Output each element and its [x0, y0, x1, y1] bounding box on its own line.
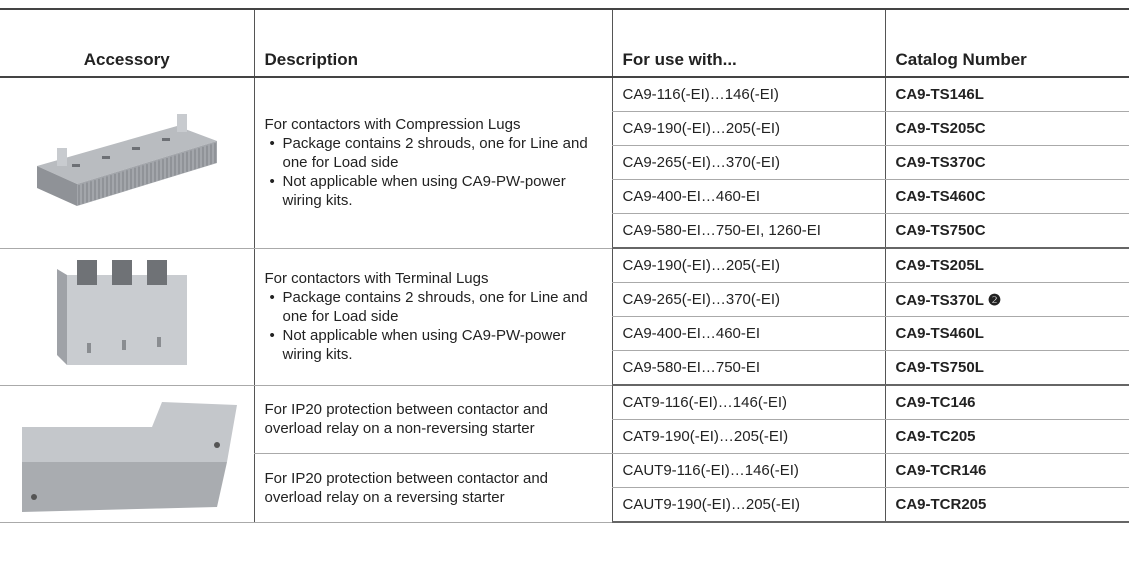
header-cell: For use with... — [611, 9, 885, 78]
catalog-number-cell: CA9-TS460L — [884, 316, 1129, 351]
bullet-item: Package contains 2 shrouds, one for Line… — [270, 134, 604, 172]
catalog-number-cell: CA9-TS370C — [884, 145, 1129, 180]
bullet-item: Package contains 2 shrouds, one for Line… — [270, 288, 604, 326]
header-cell: Catalog Number — [884, 9, 1129, 78]
image-cell — [0, 77, 254, 249]
cover-image — [21, 401, 237, 512]
header-cell: Accessory — [0, 9, 254, 78]
table-row: CAUT9-190(-EI)…205(-EI) CA9-TCR205 — [0, 487, 1129, 523]
catalog-number-cell: CA9-TS750C — [884, 213, 1129, 249]
use-with-cell: CAT9-190(-EI)…205(-EI) — [611, 419, 885, 454]
catalog-number-cell: CA9-TC146 — [884, 385, 1129, 420]
header-row: Accessory Description For use with... Ca… — [0, 9, 1129, 78]
use-with-cell: CA9-265(-EI)…370(-EI) — [611, 282, 885, 317]
table-row: For contactors with Compression LugsPack… — [0, 77, 1129, 249]
table-row: CA9-400-EI…460-EI CA9-TS460L — [0, 316, 1129, 351]
bullet-list: Package contains 2 shrouds, one for Line… — [265, 288, 604, 364]
description-text: For contactors with Terminal Lugs — [264, 270, 489, 287]
description-cell: For IP20 protection between contactor an… — [253, 453, 612, 523]
use-with-cell: CA9-400-EI…460-EI — [611, 316, 885, 351]
catalog-number-cell: CA9-TS205C — [884, 111, 1129, 146]
table-row: CA9-580-EI…750-EI, 1260-EI CA9-TS750C — [0, 213, 1129, 249]
image-cell — [0, 385, 254, 523]
table-row: CA9-265(-EI)…370(-EI) CA9-TS370C — [0, 145, 1129, 180]
description-cell: For contactors with Compression LugsPack… — [253, 77, 612, 249]
use-with-cell: CA9-116(-EI)…146(-EI) — [611, 77, 885, 112]
description-text: For IP20 protection between contactor an… — [264, 469, 549, 506]
catalog-number-cell: CA9-TCR205 — [884, 487, 1129, 523]
table-row: CA9-400-EI…460-EI CA9-TS460C — [0, 179, 1129, 214]
accessory-table: Accessory Description For use with... Ca… — [0, 8, 1129, 523]
bullet-list: Package contains 2 shrouds, one for Line… — [265, 134, 604, 210]
description-cell: For contactors with Terminal LugsPackage… — [253, 248, 612, 386]
use-with-cell: CA9-580-EI…750-EI — [611, 350, 885, 386]
description-text: For IP20 protection between contactor an… — [264, 401, 549, 438]
page: Accessory Description For use with... Ca… — [0, 8, 1129, 563]
use-with-cell: CA9-400-EI…460-EI — [611, 179, 885, 214]
use-with-cell: CA9-265(-EI)…370(-EI) — [611, 145, 885, 180]
bullet-item: Not applicable when using CA9-PW-power w… — [270, 172, 604, 210]
table-row: CA9-580-EI…750-EI CA9-TS750L — [0, 350, 1129, 386]
table-row: CAT9-190(-EI)…205(-EI) CA9-TC205 — [0, 419, 1129, 454]
header-cell: Description — [253, 9, 612, 78]
table-row: For contactors with Terminal LugsPackage… — [0, 248, 1129, 386]
catalog-number-cell: CA9-TCR146 — [884, 453, 1129, 488]
use-with-cell: CA9-190(-EI)…205(-EI) — [611, 248, 885, 283]
table-row: For IP20 protection between contactor an… — [0, 385, 1129, 523]
use-with-cell: CA9-580-EI…750-EI, 1260-EI — [611, 213, 885, 249]
description-text: For contactors with Compression Lugs — [264, 116, 521, 134]
table-row: CA9-190(-EI)…205(-EI) CA9-TS205C — [0, 111, 1129, 146]
image-cell — [0, 248, 254, 386]
table-row: For IP20 protection between contactor an… — [0, 453, 1129, 523]
catalog-number-cell: CA9-TC205 — [884, 419, 1129, 454]
use-with-cell: CAT9-116(-EI)…146(-EI) — [611, 385, 885, 420]
shroud-image — [36, 113, 217, 206]
bullet-item: Not applicable when using CA9-PW-power w… — [270, 326, 604, 364]
table-row: CA9-265(-EI)…370(-EI) CA9-TS370L ❷ — [0, 282, 1129, 317]
table-head: Accessory Description For use with... Ca… — [0, 9, 1129, 78]
catalog-number-cell: CA9-TS750L — [884, 350, 1129, 386]
catalog-number-cell: CA9-TS370L ❷ — [884, 282, 1129, 317]
use-with-cell: CA9-190(-EI)…205(-EI) — [611, 111, 885, 146]
catalog-number-cell: CA9-TS205L — [884, 248, 1129, 283]
description-cell: For IP20 protection between contactor an… — [253, 385, 612, 454]
shroud-image — [56, 259, 187, 365]
table-body: For contactors with Compression LugsPack… — [0, 77, 1129, 523]
use-with-cell: CAUT9-190(-EI)…205(-EI) — [611, 487, 885, 523]
use-with-cell: CAUT9-116(-EI)…146(-EI) — [611, 453, 885, 488]
catalog-number-cell: CA9-TS460C — [884, 179, 1129, 214]
catalog-number-cell: CA9-TS146L — [884, 77, 1129, 112]
